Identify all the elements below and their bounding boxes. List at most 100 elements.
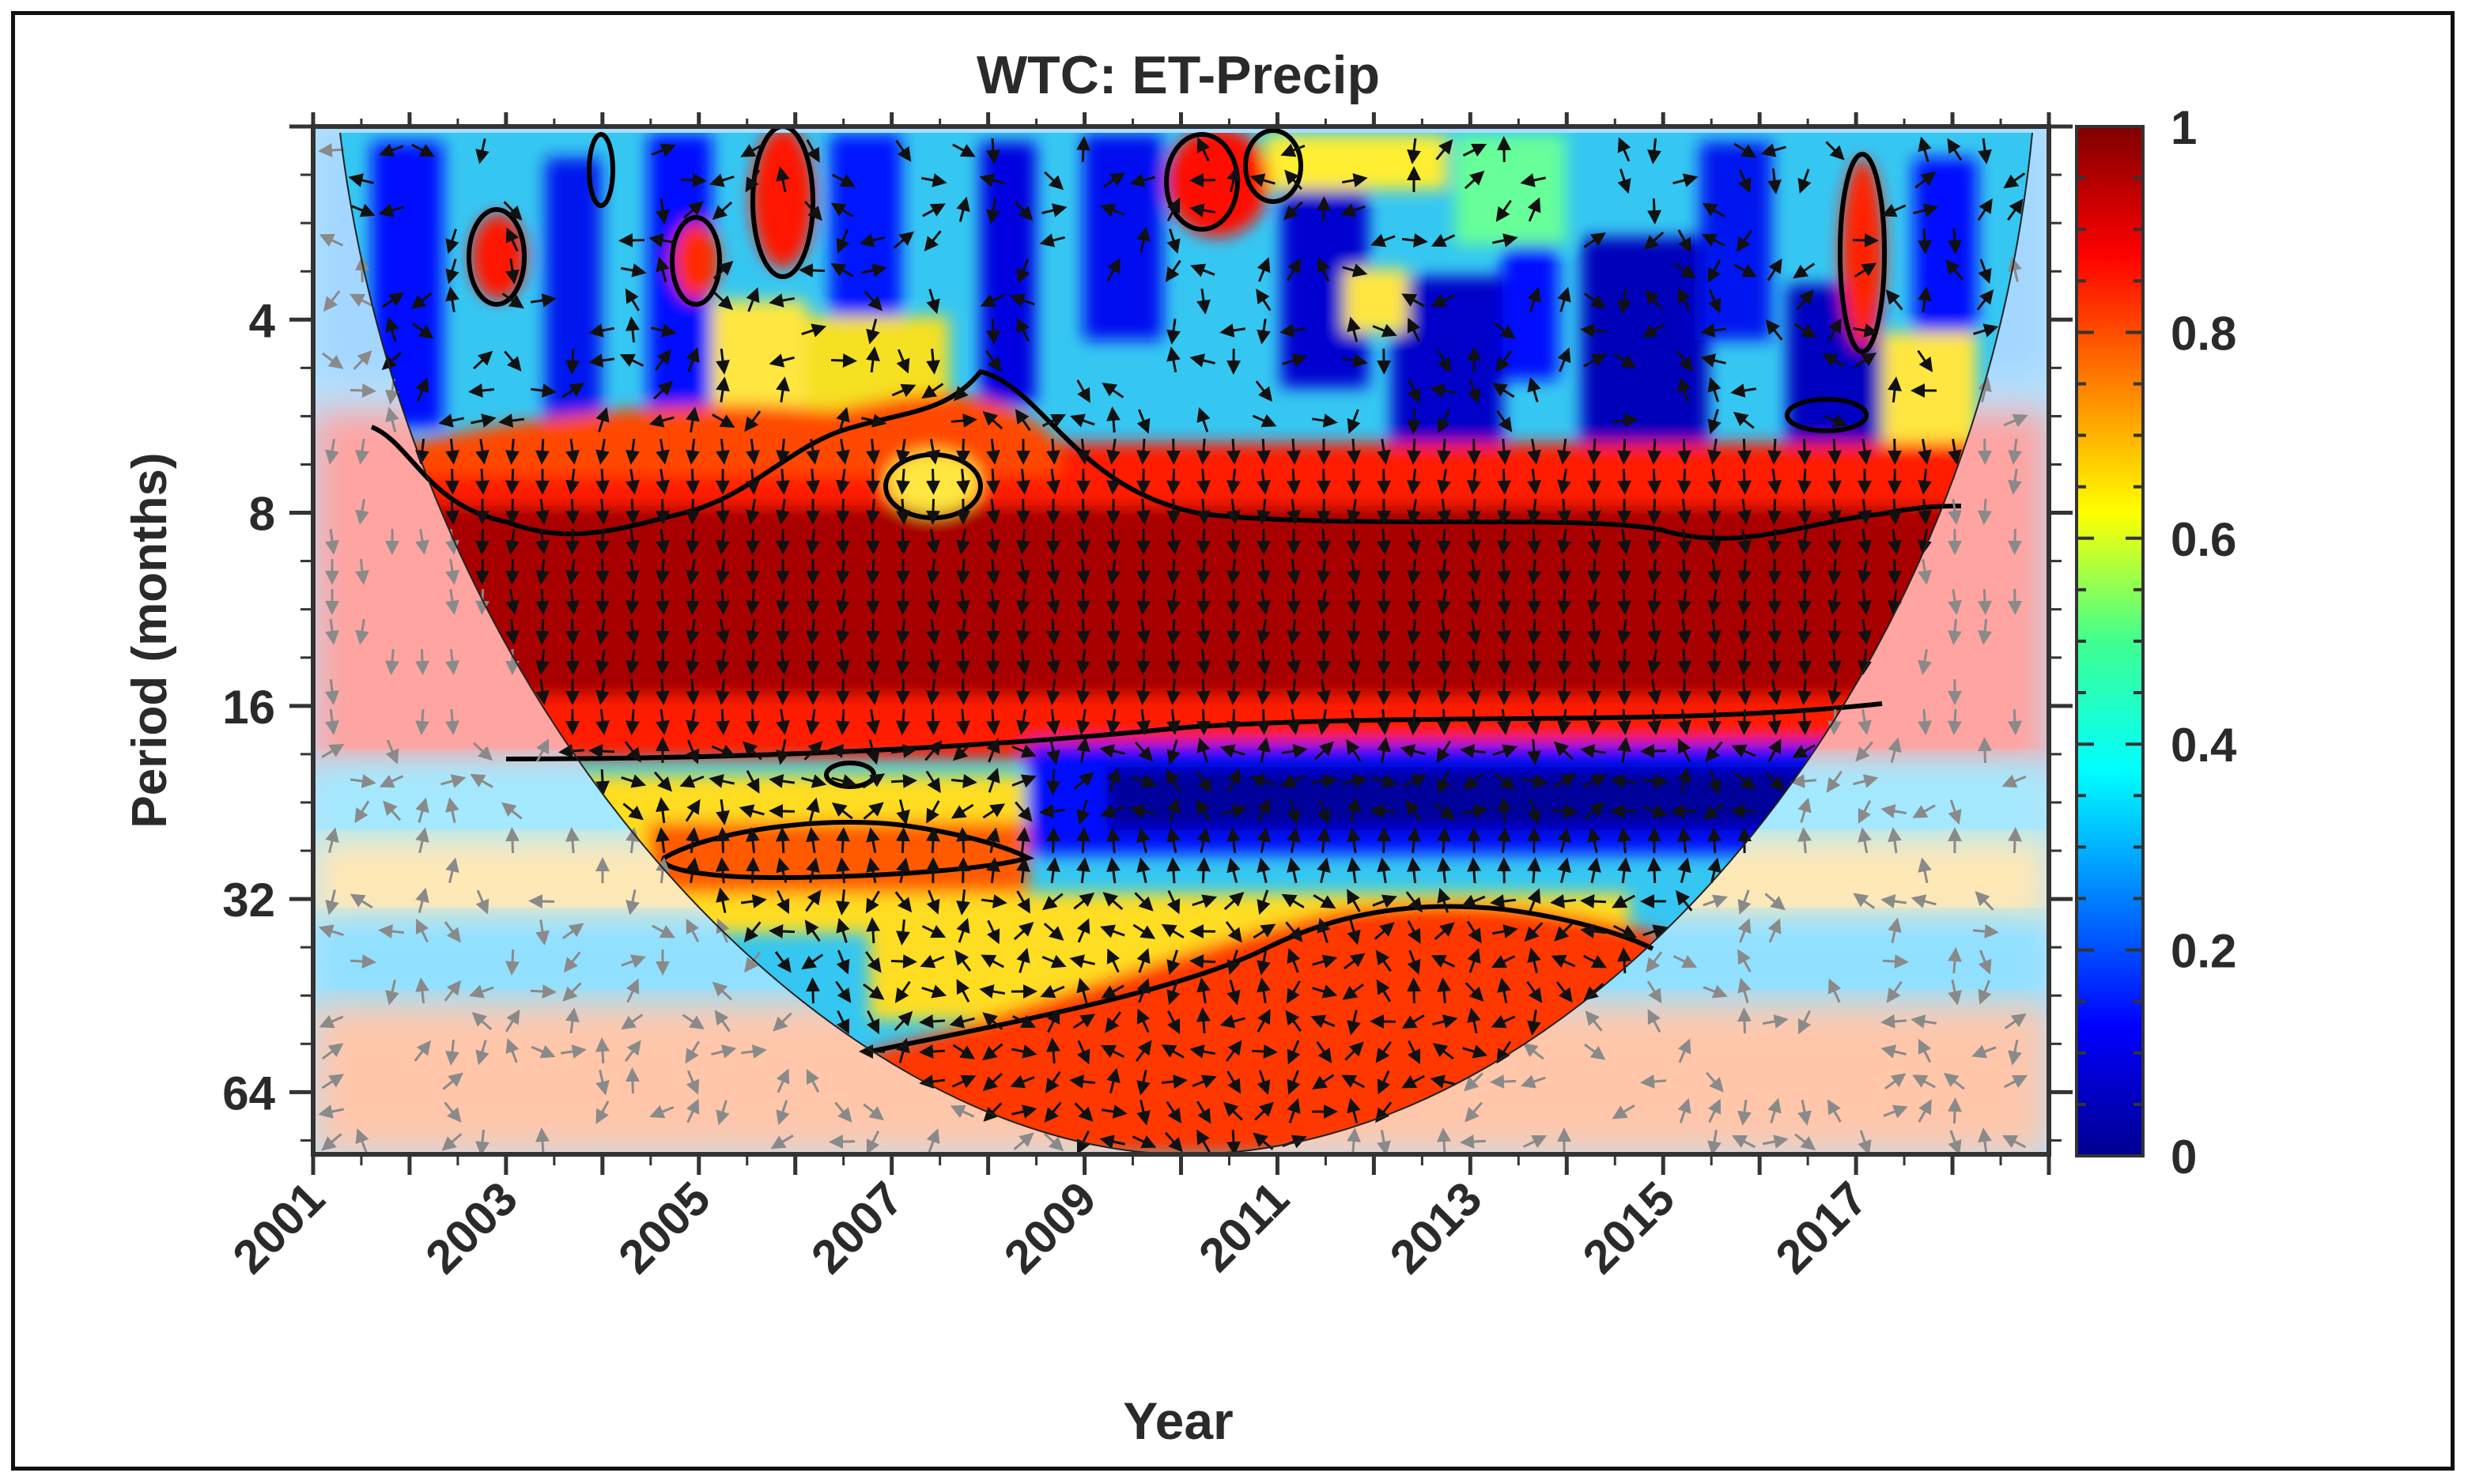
phase-arrow [1287,558,1301,585]
phase-arrow [982,803,1006,819]
phase-arrow [1136,438,1151,465]
phase-arrow [1885,289,1903,311]
phase-arrow [385,316,399,342]
phase-arrow [595,468,610,495]
phase-arrow [1317,558,1331,585]
phase-arrow [2008,468,2022,495]
phase-arrow [1015,801,1033,822]
phase-arrow [1106,406,1121,433]
y-tick-label: 4 [249,294,276,347]
phase-arrow [1972,924,1999,938]
phase-arrow [565,528,580,555]
phase-arrow [1647,678,1661,705]
phase-arrow [565,1007,580,1034]
phase-arrow [1827,438,1842,465]
phase-arrow [711,744,736,758]
phase-arrow [953,380,973,402]
phase-arrow [1492,744,1518,758]
phase-arrow [318,924,344,938]
phase-arrow [1402,774,1427,788]
phase-arrow [1647,1009,1661,1033]
phase-arrow [445,708,459,735]
phase-arrow [1041,203,1068,217]
phase-arrow [651,143,676,157]
phase-arrow [1226,438,1241,465]
phase-arrow [1076,857,1090,884]
phase-arrow [1617,827,1631,854]
phase-arrow [1827,588,1842,615]
phase-arrow [1076,558,1090,585]
x-tick-label: 2013 [1380,1172,1492,1284]
phase-arrow [322,352,344,369]
phase-arrow [501,293,524,309]
phase-arrow [1677,827,1691,854]
phase-arrow [1736,229,1752,252]
phase-arrow [1226,980,1241,1006]
phase-arrow [1973,323,1999,338]
phase-arrow [1797,708,1812,735]
phase-arrow [656,797,670,824]
phase-arrow [565,498,580,525]
phase-arrow [565,348,580,375]
phase-arrow [656,558,670,585]
phase-arrow [562,982,582,1002]
phase-arrow [926,289,940,315]
phase-arrow [1557,827,1571,853]
phase-arrow [836,648,850,675]
phase-arrow [1165,259,1181,282]
phase-arrow [1437,498,1451,525]
phase-arrow [805,889,822,912]
phase-arrow [1583,232,1606,248]
phase-arrow [926,889,940,915]
phase-arrow [1945,259,1963,281]
phase-arrow [776,738,790,765]
phase-arrow [1948,618,1962,645]
phase-arrow [986,767,1000,793]
phase-arrow [769,353,795,368]
phase-arrow [1912,804,1936,818]
phase-arrow [653,771,672,792]
y-tick-label: 16 [222,681,275,734]
phase-arrow [926,827,940,854]
phase-arrow [926,588,940,615]
phase-arrow [1822,353,1846,368]
phase-arrow [1377,528,1391,555]
phase-arrow [1705,741,1723,762]
phase-arrow [686,739,700,765]
phase-arrow [1129,173,1155,187]
phase-arrow [896,827,910,854]
phase-arrow [1311,774,1338,788]
phase-arrow [1166,678,1181,705]
phase-arrow [321,743,345,758]
phase-arrow [1978,950,1992,975]
phase-arrow [353,350,372,370]
phase-arrow [776,648,790,675]
phase-arrow [1527,286,1541,312]
phase-arrow [1076,618,1090,645]
phase-arrow [445,438,459,465]
y-axis: 4 8 16 32 64 [222,124,313,1142]
phase-arrow [1677,558,1691,585]
phase-arrow [1189,353,1215,368]
phase-arrow [355,498,369,525]
phase-arrow [896,708,910,735]
phase-arrow [648,233,675,247]
phase-arrow [746,558,760,585]
phase-arrow [1257,889,1271,916]
phase-arrow [1015,409,1031,432]
phase-arrow [1467,588,1481,615]
phase-arrow [1676,350,1693,372]
phase-arrow [621,954,646,969]
phase-arrow [1583,774,1607,788]
phase-arrow [1286,980,1301,1004]
phase-arrow [1858,648,1872,675]
phase-arrow [982,410,1003,430]
phase-arrow [986,468,1000,495]
phase-arrow [896,919,910,946]
phase-arrow [1587,708,1601,735]
phase-arrow [1166,1010,1181,1035]
phase-arrow [1617,648,1631,675]
phase-arrow [595,708,610,735]
phase-arrow [1136,618,1151,645]
